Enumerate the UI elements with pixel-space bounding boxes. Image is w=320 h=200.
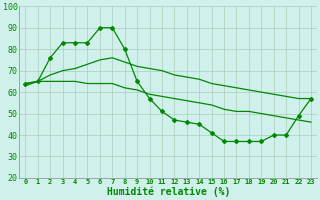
X-axis label: Humidité relative (%): Humidité relative (%) (107, 187, 230, 197)
